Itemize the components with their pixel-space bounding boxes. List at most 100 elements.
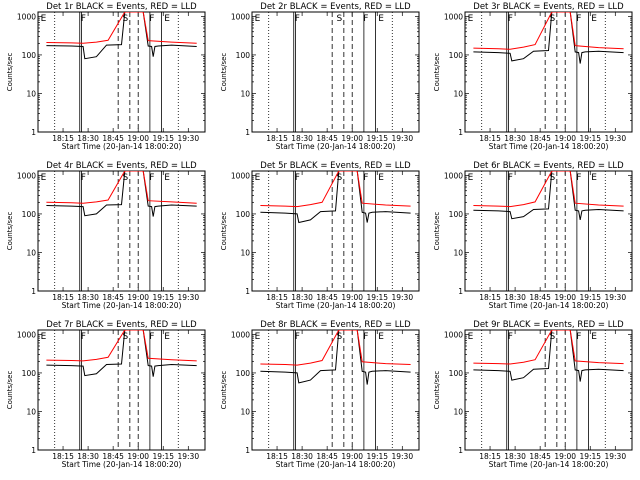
y-tick-label: 1 — [245, 128, 250, 137]
x-axis-label: Start Time (20-Jan-14 18:00:20) — [489, 142, 609, 151]
lld-series-line — [260, 330, 411, 366]
y-axis-label: Counts/sec — [433, 371, 441, 410]
x-tick-label: 19:15 — [366, 452, 388, 461]
segment-label: E — [378, 332, 384, 342]
lld-series-line — [46, 330, 197, 362]
y-tick-label: 10 — [26, 89, 36, 98]
x-tick-label: 18:45 — [316, 134, 338, 143]
x-tick-label: 18:30 — [77, 293, 99, 302]
x-tick-label: 19:30 — [604, 293, 626, 302]
x-tick-label: 19:30 — [604, 452, 626, 461]
segment-label: E — [591, 14, 597, 24]
segment-label: F — [81, 173, 86, 183]
segment-label: E — [468, 173, 474, 183]
segment-label: F — [149, 14, 154, 24]
y-tick-label: 10 — [240, 89, 250, 98]
y-tick-label: 1 — [245, 446, 250, 455]
segment-label: F — [149, 173, 154, 183]
x-tick-label: 18:45 — [529, 134, 551, 143]
y-tick-label: 1 — [245, 287, 250, 296]
plot-frame — [251, 170, 420, 292]
x-tick-label: 19:00 — [341, 134, 363, 143]
events-series-line — [260, 171, 411, 224]
y-tick-label: 100 — [449, 51, 464, 60]
x-tick-label: 19:00 — [341, 452, 363, 461]
segment-label: E — [41, 14, 47, 24]
y-tick-label: 1 — [458, 287, 463, 296]
y-tick-label: 1000 — [444, 12, 463, 21]
y-tick-label: 10 — [240, 248, 250, 257]
y-tick-label: 10 — [453, 248, 463, 257]
x-tick-label: 19:30 — [604, 134, 626, 143]
plot-frame — [464, 170, 633, 292]
x-tick-label: 18:15 — [479, 293, 501, 302]
x-tick-label: 18:45 — [102, 293, 124, 302]
x-axis-label: Start Time (20-Jan-14 18:00:20) — [276, 301, 396, 310]
chart-title: Det 9r BLACK = Events, RED = LLD — [473, 320, 624, 330]
lld-series-line — [260, 171, 411, 208]
segment-label: F — [576, 173, 581, 183]
segment-label: F — [81, 14, 86, 24]
chart-title: Det 6r BLACK = Events, RED = LLD — [473, 161, 624, 171]
events-series-line — [260, 330, 411, 385]
y-tick-label: 1000 — [17, 12, 36, 21]
y-tick-label: 1000 — [444, 330, 463, 339]
x-tick-label: 19:15 — [152, 134, 174, 143]
segment-label: F — [508, 14, 513, 24]
x-tick-label: 19:30 — [177, 452, 199, 461]
segment-label: S — [550, 14, 556, 24]
y-tick-label: 1 — [458, 128, 463, 137]
segment-label: F — [295, 173, 300, 183]
y-tick-label: 1000 — [231, 171, 250, 180]
x-tick-label: 18:15 — [479, 452, 501, 461]
segment-label: E — [164, 14, 170, 24]
events-series-line — [473, 12, 624, 64]
segment-label: E — [378, 173, 384, 183]
lld-series-line — [473, 171, 624, 208]
segment-label: E — [164, 173, 170, 183]
segment-label: E — [378, 14, 384, 24]
y-tick-label: 100 — [22, 210, 37, 219]
x-tick-label: 19:30 — [177, 134, 199, 143]
chart-panel-4: Det 4r BLACK = Events, RED = LLD 1 10 100 10… — [6, 161, 206, 310]
y-axis-label: Counts/sec — [6, 371, 14, 410]
y-axis-label: Counts/sec — [220, 212, 228, 251]
x-tick-label: 18:30 — [504, 134, 526, 143]
x-axis-label: Start Time (20-Jan-14 18:00:20) — [489, 460, 609, 469]
y-tick-label: 100 — [22, 51, 37, 60]
x-tick-label: 18:15 — [266, 134, 288, 143]
x-tick-label: 18:30 — [291, 293, 313, 302]
x-tick-label: 19:15 — [579, 293, 601, 302]
y-axis-label: Counts/sec — [433, 53, 441, 92]
x-tick-label: 19:00 — [127, 293, 149, 302]
x-axis-label: Start Time (20-Jan-14 18:00:20) — [62, 142, 182, 151]
y-tick-label: 100 — [449, 369, 464, 378]
segment-label: F — [363, 332, 368, 342]
plot-frame — [37, 170, 206, 292]
events-series-line — [46, 12, 197, 60]
y-tick-label: 1000 — [17, 330, 36, 339]
segment-label: E — [41, 173, 47, 183]
x-tick-label: 18:45 — [102, 452, 124, 461]
x-tick-label: 18:30 — [291, 134, 313, 143]
chart-title: Det 1r BLACK = Events, RED = LLD — [46, 2, 197, 12]
segment-label: E — [468, 332, 474, 342]
chart-title: Det 2r BLACK = Events, RED = LLD — [260, 2, 411, 12]
x-tick-label: 18:15 — [266, 293, 288, 302]
y-tick-label: 100 — [236, 51, 251, 60]
segment-label: S — [550, 173, 556, 183]
segment-label: S — [550, 332, 556, 342]
y-tick-label: 1 — [31, 446, 36, 455]
chart-panel-9: Det 9r BLACK = Events, RED = LLD 1 10 100 10… — [433, 320, 633, 469]
y-tick-label: 1000 — [444, 171, 463, 180]
y-tick-label: 1000 — [231, 12, 250, 21]
y-tick-label: 1 — [458, 446, 463, 455]
segment-label: E — [255, 14, 261, 24]
y-tick-label: 1000 — [17, 171, 36, 180]
x-axis-label: Start Time (20-Jan-14 18:00:20) — [62, 460, 182, 469]
lld-series-line — [46, 171, 197, 204]
events-series-line — [46, 330, 197, 377]
chart-panel-5: Det 5r BLACK = Events, RED = LLD 1 10 100 10… — [220, 161, 420, 310]
x-tick-label: 18:45 — [102, 134, 124, 143]
chart-panel-6: Det 6r BLACK = Events, RED = LLD 1 10 100 10… — [433, 161, 633, 310]
